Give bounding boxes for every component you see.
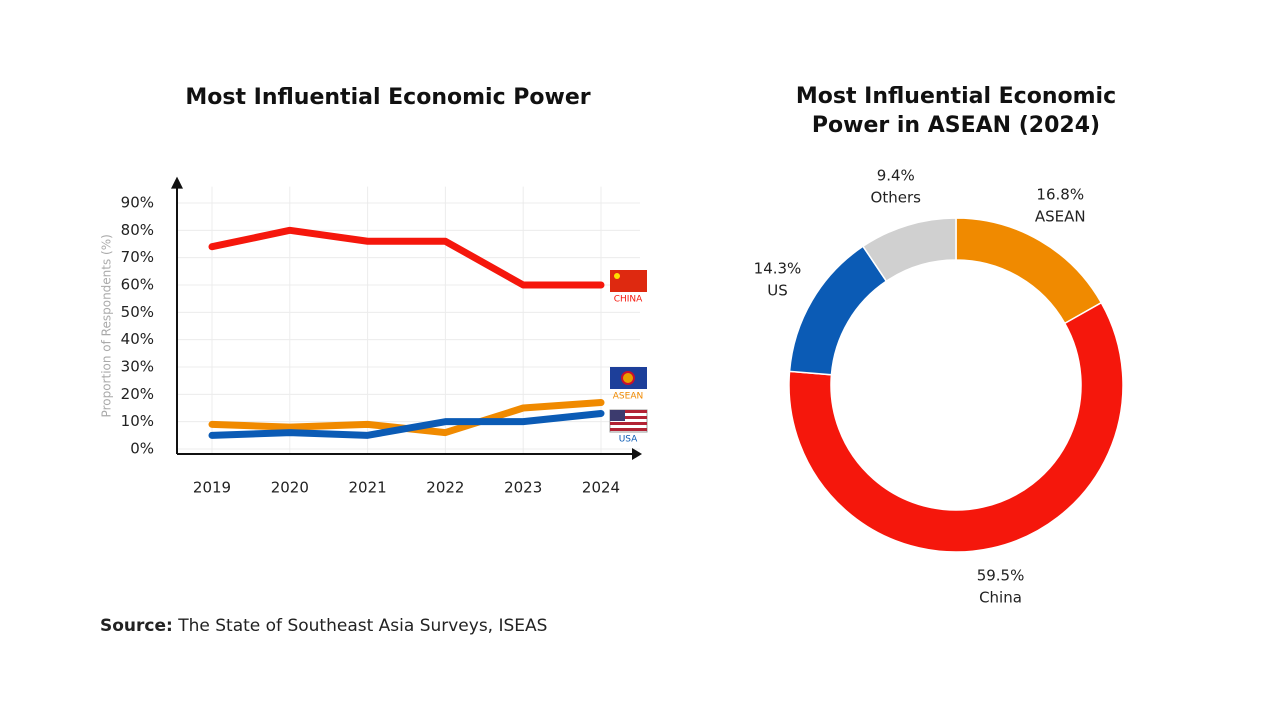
x-arrow	[632, 448, 642, 460]
series-line	[208, 409, 605, 439]
source: Source: The State of Southeast Asia Surv…	[100, 616, 547, 636]
x-tick-label: 2019	[193, 479, 231, 497]
y-tick-label: 30%	[121, 358, 154, 376]
slice-value-label: 9.4%	[877, 166, 915, 184]
y-tick-label: 40%	[121, 330, 154, 348]
legend-label: USA	[619, 435, 638, 445]
slice-value-label: 16.8%	[1036, 186, 1084, 204]
y-tick-label: 20%	[121, 385, 154, 403]
slice-value-label: 14.3%	[754, 260, 802, 278]
flag-canton	[610, 410, 625, 421]
flag	[610, 270, 647, 292]
series-line	[208, 226, 605, 289]
line-title: Most Influential Economic Power	[185, 85, 591, 110]
donut-slice	[861, 217, 957, 283]
donut-slice	[788, 245, 888, 376]
slice-value-label: 59.5%	[977, 567, 1025, 585]
x-tick-label: 2024	[582, 479, 620, 497]
y-tick-label: 70%	[121, 248, 154, 266]
slice-name-label: ASEAN	[1035, 208, 1086, 226]
y-tick-label: 80%	[121, 221, 154, 239]
y-tick-label: 0%	[130, 440, 154, 458]
y-tick-label: 50%	[121, 303, 154, 321]
y-tick-label: 10%	[121, 412, 154, 430]
x-tick-label: 2022	[426, 479, 464, 497]
x-tick-label: 2023	[504, 479, 542, 497]
x-tick-label: 2020	[271, 479, 309, 497]
flag-star	[614, 273, 620, 279]
flag-stripe	[610, 428, 647, 431]
y-tick-label: 60%	[121, 276, 154, 294]
slice-name-label: Others	[871, 188, 922, 206]
donut-title: Most Influential Economic Power in ASEAN…	[795, 84, 1117, 138]
donut-slice	[788, 301, 1124, 553]
flag-stripe	[610, 422, 647, 425]
legend-label: ASEAN	[613, 392, 643, 402]
y-arrow	[171, 176, 183, 189]
y-axis-label: Proportion of Respondents (%)	[100, 234, 114, 417]
y-tick-label: 90%	[121, 194, 154, 212]
donut-slice	[955, 217, 1103, 325]
flag-stripe	[610, 416, 647, 419]
flag-emblem	[621, 371, 635, 385]
x-tick-label: 2021	[349, 479, 387, 497]
legend-label: CHINA	[614, 295, 643, 305]
source-text: The State of Southeast Asia Surveys, ISE…	[178, 616, 548, 636]
flag-stripe	[610, 410, 647, 413]
source-label: Source:	[100, 616, 173, 636]
slice-name-label: US	[767, 282, 788, 300]
slice-name-label: China	[979, 589, 1022, 607]
